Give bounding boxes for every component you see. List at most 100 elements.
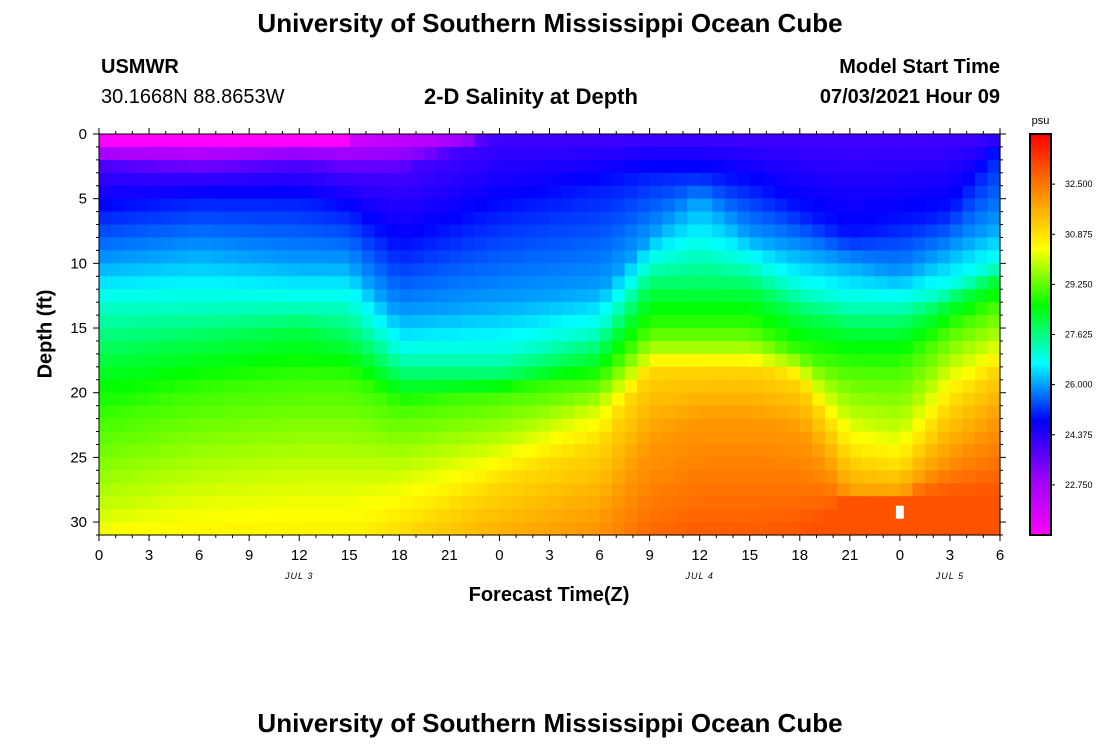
heatmap-cell [749,211,763,226]
heatmap-cell [399,431,413,446]
heatmap-cell [937,185,951,200]
heatmap-cell [349,366,363,381]
heatmap-cell [774,483,788,497]
heatmap-cell [511,522,526,536]
heatmap-cell [161,366,175,381]
heatmap-cell [824,405,838,420]
heatmap-cell [549,185,563,200]
heatmap-cell [837,522,851,536]
heatmap-cell [311,496,325,510]
heatmap-cell [236,444,250,458]
heatmap-cell [862,431,876,446]
heatmap-cell [361,444,375,458]
heatmap-cell [249,405,263,420]
heatmap-cell [499,366,513,381]
heatmap-cell [386,172,400,187]
heatmap-cell [649,224,663,239]
heatmap-cell [349,353,363,368]
heatmap-cell [249,483,263,497]
heatmap-cell [286,263,300,277]
heatmap-cell [812,457,826,471]
heatmap-cell [937,289,951,303]
heatmap-cell [574,328,588,342]
heatmap-cell [524,431,538,446]
heatmap-cell [699,366,713,381]
heatmap-cell [637,237,651,252]
heatmap-cell [474,328,488,342]
heatmap-cell [224,444,238,458]
heatmap-cell [299,263,313,277]
heatmap-cell [236,522,250,536]
heatmap-cell [386,509,400,523]
heatmap-cell [249,224,263,239]
heatmap-cell [612,405,626,420]
heatmap-cell [574,315,588,329]
heatmap-cell [211,237,225,252]
heatmap-cell [436,172,450,187]
heatmap-cell [161,522,175,536]
heatmap-cell [136,496,150,510]
heatmap-cell [612,146,626,161]
heatmap-cell [812,470,826,484]
heatmap-cell [286,276,300,290]
heatmap-cell [311,224,325,239]
heatmap-cell [374,340,388,355]
heatmap-cell [336,431,350,446]
heatmap-cell [712,405,726,420]
heatmap-cell [499,405,513,420]
x-tick-label: 21 [441,547,458,564]
heatmap-cell [787,237,801,252]
heatmap-cell [199,405,213,420]
heatmap-cell [436,289,450,303]
heatmap-cell [411,211,425,226]
heatmap-cell [299,483,313,497]
heatmap-cell [524,457,538,471]
heatmap-cell [837,263,851,277]
heatmap-cell [461,379,476,394]
heatmap-cell [174,172,188,187]
heatmap-cell [136,431,150,446]
heatmap-cell [799,340,813,355]
heatmap-cell [486,289,501,303]
heatmap-cell [499,444,513,458]
heatmap-cell [899,315,913,329]
heatmap-cell [261,276,275,290]
heatmap-cell [912,172,926,187]
heatmap-cell [749,496,763,510]
heatmap-cell [236,315,250,329]
heatmap-cell [562,353,576,368]
heatmap-cell [286,431,300,446]
heatmap-cell [536,353,551,368]
heatmap-cell [111,340,125,355]
heatmap-cell [849,522,863,536]
heatmap-cell [361,366,375,381]
heatmap-cell [937,237,951,252]
heatmap-cell [949,457,964,471]
heatmap-cell [887,134,901,148]
heatmap-cell [787,340,801,355]
heatmap-cell [499,302,513,316]
heatmap-cell [311,263,325,277]
heatmap-cell [499,457,513,471]
heatmap-cell [612,392,626,407]
heatmap-cell [349,224,363,239]
heatmap-cell [962,431,976,446]
heatmap-cell [411,353,425,368]
heatmap-cell [224,224,238,239]
heatmap-cell [649,496,663,510]
heatmap-cell [812,522,826,536]
heatmap-cell [587,522,601,536]
heatmap-cell [787,250,801,264]
heatmap-cell [386,457,400,471]
heatmap-cell [399,134,413,148]
heatmap-cell [311,457,325,471]
heatmap-cell [349,405,363,420]
heatmap-cell [249,134,263,148]
heatmap-cell [749,315,763,329]
y-tick-label: 25 [70,449,87,466]
heatmap-cell [199,172,213,187]
heatmap-cell [687,470,701,484]
x-tick-label: 15 [341,547,358,564]
heatmap-cell [987,237,1001,252]
heatmap-cell [762,250,776,264]
